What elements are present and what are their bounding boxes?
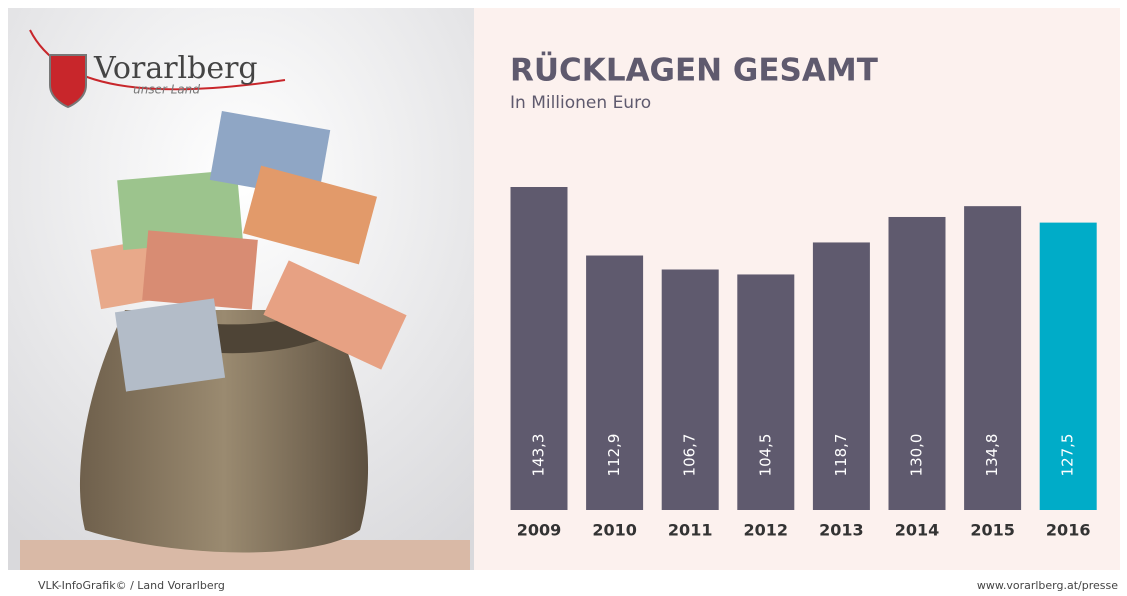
value-label: 127,5 xyxy=(1059,434,1077,477)
value-label: 112,9 xyxy=(605,434,623,477)
note xyxy=(115,298,225,391)
infographic: Vorarlberg unser Land RÜCKLAGEN GESAMT I… xyxy=(0,0,1127,596)
value-label: 106,7 xyxy=(681,434,699,477)
x-tick-label: 2015 xyxy=(970,521,1015,540)
logo-tagline: unser Land xyxy=(133,83,200,97)
value-label: 118,7 xyxy=(832,434,850,477)
x-tick-label: 2009 xyxy=(517,521,562,540)
x-tick-label: 2014 xyxy=(895,521,940,540)
note xyxy=(142,230,258,309)
logo-name: Vorarlberg xyxy=(93,51,258,86)
x-tick-label: 2010 xyxy=(592,521,637,540)
value-label: 134,8 xyxy=(983,434,1001,477)
chart-subtitle: In Millionen Euro xyxy=(510,93,651,113)
chart-title: RÜCKLAGEN GESAMT xyxy=(510,52,878,89)
x-tick-label: 2013 xyxy=(819,521,864,540)
value-label: 130,0 xyxy=(908,434,926,477)
value-label: 143,3 xyxy=(530,434,548,477)
footer-url: www.vorarlberg.at/presse xyxy=(977,579,1118,592)
x-tick-label: 2012 xyxy=(744,521,789,540)
value-label: 104,5 xyxy=(756,434,774,477)
logo-crest xyxy=(50,55,86,107)
footer-source: VLK-InfoGrafik© / Land Vorarlberg xyxy=(38,579,225,592)
x-tick-label: 2016 xyxy=(1046,521,1091,540)
x-tick-label: 2011 xyxy=(668,521,713,540)
